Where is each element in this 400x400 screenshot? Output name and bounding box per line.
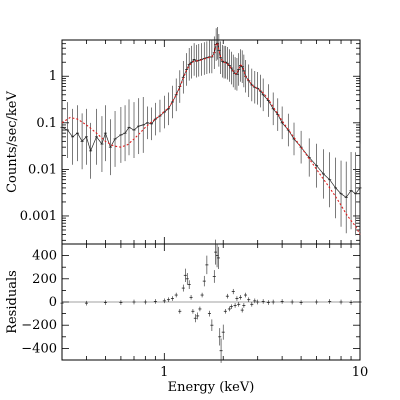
spectrum-panel: 0.001 0.01 0.1 1 Counts/sec/keV — [5, 26, 362, 245]
y-tick-label: −400 — [21, 341, 57, 356]
residuals-x-tick-labels: 1 10 — [160, 365, 368, 380]
spectrum-series — [60, 26, 362, 236]
data-points — [60, 26, 362, 236]
data-line — [61, 42, 361, 198]
residual-points — [60, 239, 362, 363]
residuals-y-tick-labels: 400 200 0 −200 −400 — [21, 249, 57, 357]
model-line — [61, 41, 361, 235]
residuals-ticks — [61, 244, 361, 360]
y-tick-label: 0.1 — [36, 116, 57, 131]
y-tick-label: 0 — [49, 295, 57, 310]
x-tick-label: 1 — [160, 365, 168, 380]
spectrum-y-axis-label: Counts/sec/keV — [5, 91, 20, 193]
y-tick-label: 0.001 — [20, 209, 57, 224]
x-axis-label: Energy (keV) — [168, 380, 255, 395]
residuals-y-axis-label: Residuals — [5, 270, 20, 334]
spectrum-y-tick-labels: 0.001 0.01 0.1 1 — [20, 69, 57, 224]
x-tick-label: 10 — [352, 365, 369, 380]
y-tick-label: −200 — [21, 318, 57, 333]
y-tick-label: 1 — [49, 69, 57, 84]
y-tick-label: 0.01 — [28, 162, 57, 177]
spectrum-frame — [61, 39, 361, 245]
y-tick-label: 200 — [32, 272, 57, 287]
residuals-panel: 400 200 0 −200 −400 1 10 Residuals Energy (ke… — [5, 239, 368, 395]
y-tick-label: 400 — [32, 249, 57, 264]
residuals-series — [60, 239, 362, 363]
spectrum-ticks — [61, 39, 361, 244]
